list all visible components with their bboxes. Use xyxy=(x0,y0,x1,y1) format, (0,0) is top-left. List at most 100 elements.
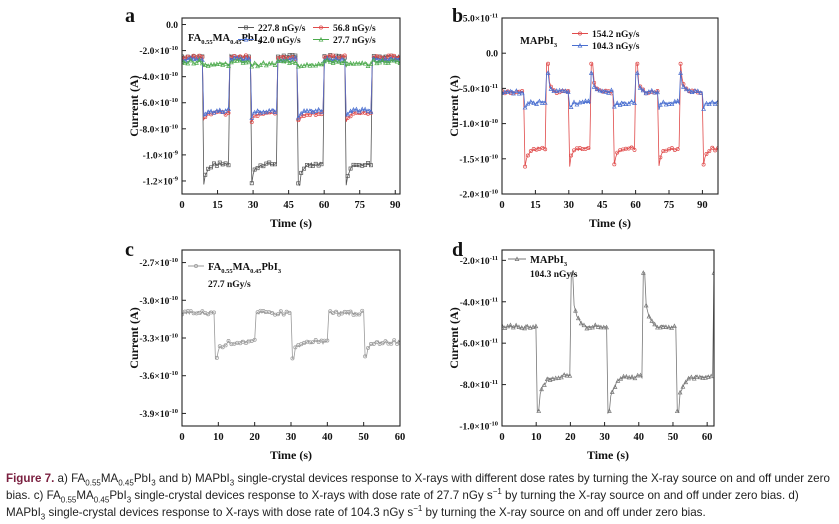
y-tick-label: 0.0 xyxy=(486,50,498,60)
series-point xyxy=(607,408,612,413)
y-tick-label: -2.0×10-10 xyxy=(139,45,178,57)
caption-fragment: and b) MAPbI xyxy=(155,472,230,485)
series-point xyxy=(238,341,243,346)
series-point xyxy=(502,89,508,94)
x-axis-label: Time (s) xyxy=(587,448,629,462)
series-point xyxy=(249,115,255,120)
series-point xyxy=(356,108,362,114)
series-point xyxy=(330,60,336,65)
caption-fragment: 3 xyxy=(40,512,46,522)
x-tick-label: 0 xyxy=(179,200,184,211)
series-point xyxy=(632,100,637,105)
series-point xyxy=(182,59,185,64)
series-point xyxy=(342,58,348,64)
material-label-part: MAPbI xyxy=(530,255,564,266)
series-point xyxy=(301,63,307,68)
x-tick-label: 50 xyxy=(668,432,679,443)
panel-d: d0 10 20 30 40 50 60-2.0×10-11-4.0×10-11-6.0×1… xyxy=(447,239,715,462)
series-point xyxy=(243,59,249,65)
series-point xyxy=(511,90,516,96)
series-point xyxy=(287,310,292,315)
series-point xyxy=(354,60,359,66)
series-point xyxy=(629,374,635,379)
legend-marker xyxy=(243,36,249,42)
series-point xyxy=(539,386,544,392)
series-point xyxy=(182,57,185,62)
series-line xyxy=(182,56,400,119)
series-point xyxy=(669,101,675,106)
y-tick-mantissa: 5.0×10 xyxy=(463,15,490,25)
series-point xyxy=(618,375,624,381)
series-point xyxy=(269,60,275,66)
x-tick-label: 0 xyxy=(499,432,504,443)
y-tick-exponent: -10 xyxy=(489,421,498,428)
x-tick-label: 10 xyxy=(531,432,542,443)
series-point xyxy=(713,148,718,153)
series-point xyxy=(292,55,298,60)
material-label-part: MA xyxy=(233,262,251,273)
series-point xyxy=(637,85,643,90)
x-tick-label: 75 xyxy=(354,200,365,211)
series-point xyxy=(336,59,342,64)
series-point xyxy=(293,345,298,350)
series-point xyxy=(217,107,223,113)
caption-fragment: 3 xyxy=(126,495,132,505)
y-tick-label: -6.0×10-11 xyxy=(460,338,498,350)
series-point xyxy=(334,309,339,314)
series-point xyxy=(290,59,295,64)
plot-area xyxy=(502,61,718,169)
series-point xyxy=(327,59,333,64)
series-point xyxy=(584,325,590,331)
series-point xyxy=(609,87,614,93)
series-point xyxy=(255,114,260,118)
series-point xyxy=(299,170,304,175)
series-point xyxy=(554,88,560,93)
series-point xyxy=(214,163,219,168)
x-tick-label: 30 xyxy=(599,432,610,443)
series-mapbi3 xyxy=(502,270,714,415)
y-tick-exponent: -10 xyxy=(489,153,498,160)
series-point xyxy=(182,312,184,317)
y-tick-label: -5.0×10-11 xyxy=(460,83,498,95)
y-tick-exponent: -10 xyxy=(169,45,178,52)
series-point xyxy=(575,315,581,321)
series-point xyxy=(505,89,511,94)
x-tick-label: 40 xyxy=(322,432,333,443)
figure-caption: Figure 7. a) FA0.55MA0.45PbI3 and b) MAP… xyxy=(6,470,834,521)
caption-text: a) FA0.55MA0.45PbI3 and b) MAPbI3 single… xyxy=(6,472,830,522)
series-point xyxy=(325,338,330,343)
legend-label: 27.7 nGy/s xyxy=(333,36,376,46)
series-point xyxy=(366,161,370,165)
series-point xyxy=(307,113,312,118)
series-point xyxy=(692,88,698,93)
series-point xyxy=(197,57,202,62)
series-point xyxy=(680,384,686,389)
series-point xyxy=(508,88,514,94)
series-point xyxy=(689,374,694,380)
x-tick-label: 10 xyxy=(213,432,224,443)
y-tick-mantissa: -2.7×10 xyxy=(139,259,169,269)
series-point xyxy=(383,339,388,344)
series-104-3-ngy-s xyxy=(502,70,718,111)
series-point xyxy=(319,162,324,167)
series-point xyxy=(307,108,313,113)
series-point xyxy=(567,373,573,378)
legend-item: 56.8 nGy/s xyxy=(313,24,376,34)
y-tick-mantissa: -3.9×10 xyxy=(139,410,169,420)
legend-item: 227.8 nGy/s xyxy=(238,24,306,34)
series-point xyxy=(339,311,344,316)
series-point xyxy=(638,372,643,378)
series-point xyxy=(649,87,655,93)
legend-label: 42.0 nGy/s xyxy=(258,36,301,46)
series-point xyxy=(365,63,371,68)
series-point xyxy=(272,109,278,114)
series-point xyxy=(229,57,234,63)
series-point xyxy=(220,62,226,67)
series-point xyxy=(275,312,280,317)
series-point xyxy=(368,61,374,66)
series-point xyxy=(581,322,587,328)
x-tick-label: 50 xyxy=(358,432,369,443)
series-point xyxy=(519,90,525,96)
series-point xyxy=(592,322,598,328)
series-point xyxy=(296,118,301,123)
